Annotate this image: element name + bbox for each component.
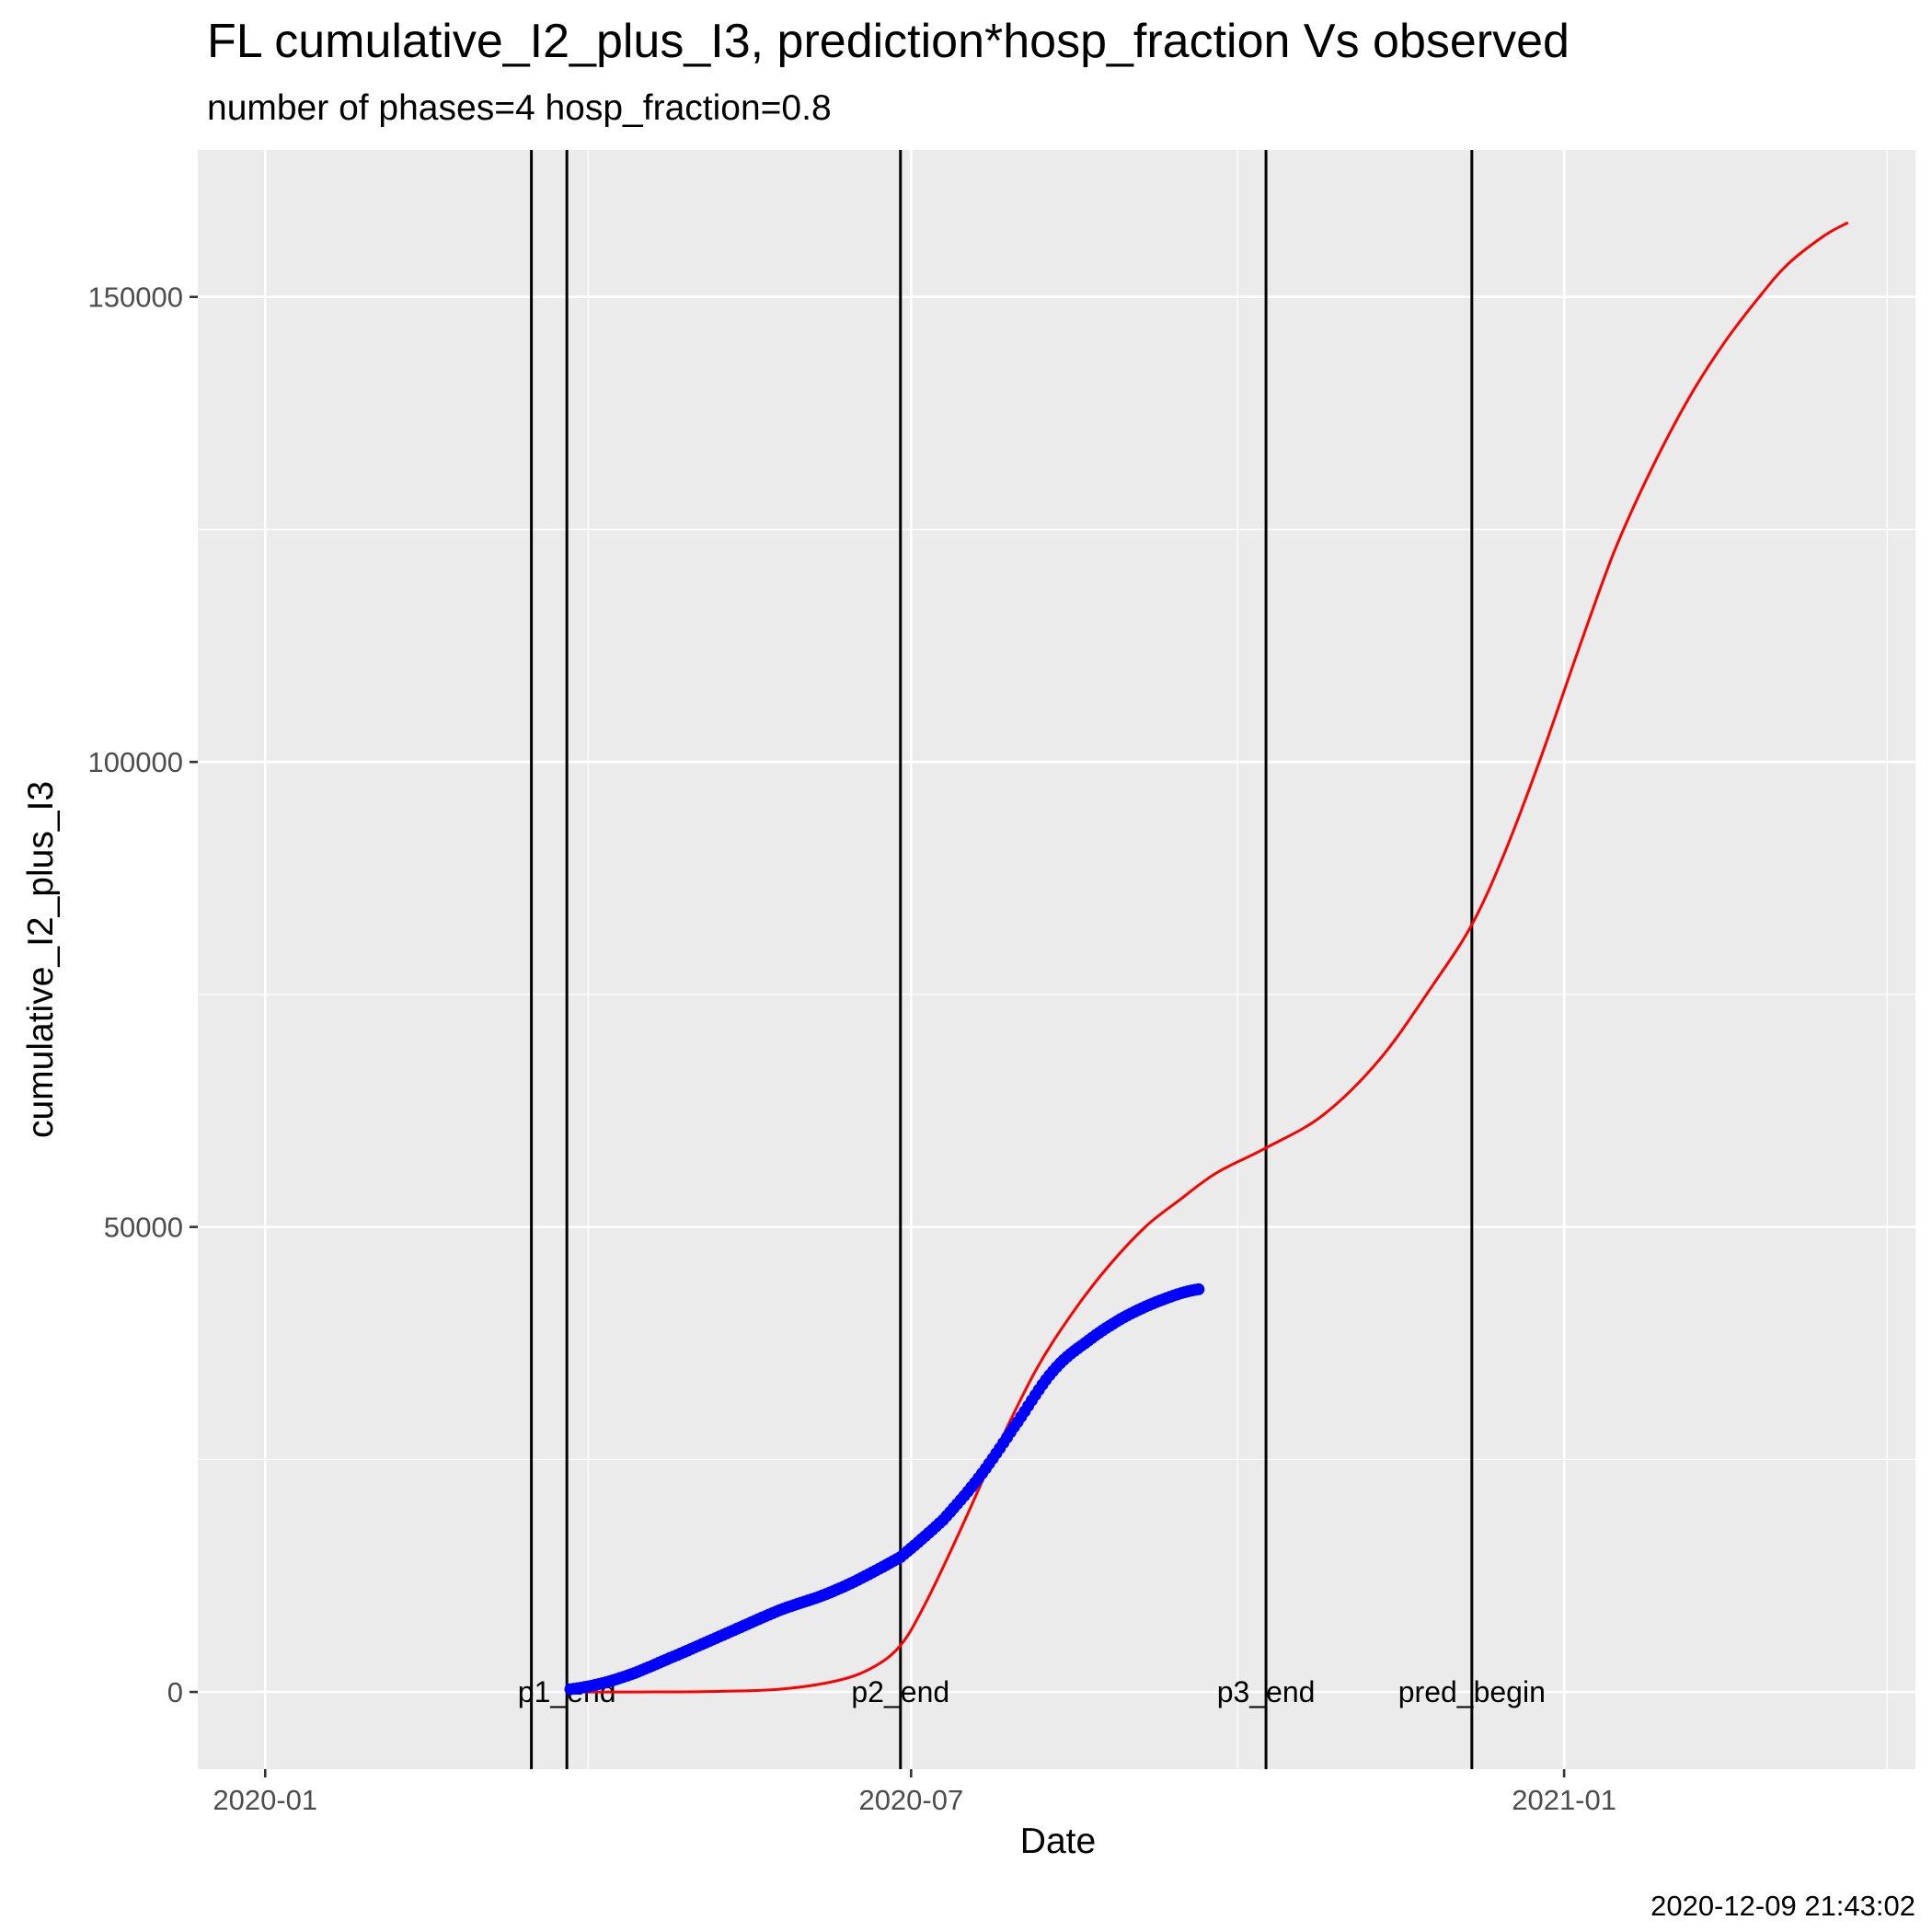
y-tick-label: 100000 [88, 746, 183, 778]
y-axis-title: cumulative_I2_plus_I3 [21, 781, 61, 1138]
series-layer [564, 221, 1849, 1696]
phase-label: p3_end [1217, 1675, 1316, 1708]
chart-subtitle: number of phases=4 hosp_fraction=0.8 [207, 88, 832, 128]
y-tick-label: 150000 [88, 282, 183, 314]
x-tick-label: 2020-01 [213, 1784, 317, 1816]
chart-title: FL cumulative_I2_plus_I3, prediction*hos… [207, 15, 1570, 68]
y-tick-label: 50000 [104, 1212, 183, 1244]
prediction-line [567, 221, 1849, 1694]
phase-label: p2_end [851, 1675, 949, 1708]
grid [198, 150, 1915, 1769]
plot-panel [198, 150, 1915, 1769]
phase-label: pred_begin [1398, 1675, 1546, 1708]
observed-series [564, 1282, 1205, 1696]
y-tick-label: 0 [167, 1676, 183, 1708]
x-axis: 2020-01 2020-07 2021-01 [213, 1769, 1616, 1816]
observed-point [1192, 1282, 1205, 1295]
x-tick-label: 2021-01 [1512, 1784, 1616, 1816]
timestamp-caption: 2020-12-09 21:43:02 [1650, 1890, 1915, 1922]
x-axis-title: Date [1020, 1822, 1096, 1861]
x-tick-label: 2020-07 [858, 1784, 963, 1816]
y-axis: 0 50000 100000 150000 [88, 282, 198, 1708]
